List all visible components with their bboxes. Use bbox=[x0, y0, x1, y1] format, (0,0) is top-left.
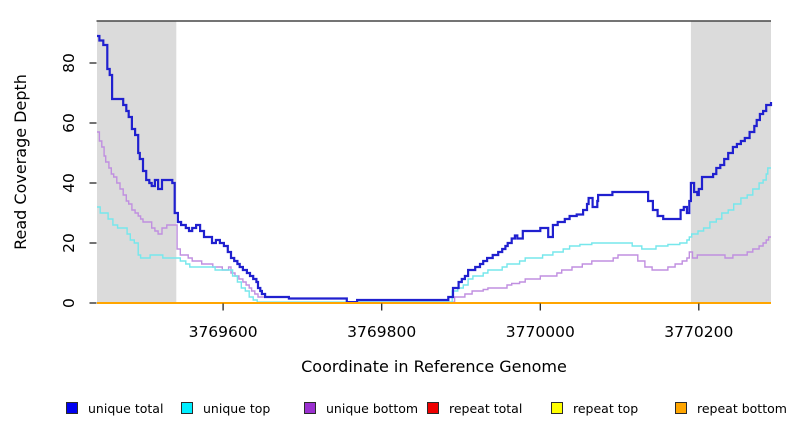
series-line-unique-top bbox=[97, 167, 771, 303]
series-line-unique-total bbox=[97, 34, 773, 304]
y-tick-label: 20 bbox=[60, 233, 78, 253]
legend-item-unique-top: unique top bbox=[181, 399, 270, 417]
x-tick-label: 3770000 bbox=[506, 323, 575, 341]
legend-item-repeat-bottom: repeat bottom bbox=[675, 399, 787, 417]
y-tick-label: 40 bbox=[60, 173, 78, 193]
shaded-regions bbox=[97, 21, 771, 303]
legend: unique total unique top unique bottom repea… bbox=[0, 399, 792, 421]
y-tick-label: 80 bbox=[60, 53, 78, 73]
legend-item-unique-bottom: unique bottom bbox=[304, 399, 418, 417]
x-tick-label: 3770200 bbox=[664, 323, 733, 341]
legend-swatch-repeat-top bbox=[551, 402, 563, 414]
legend-item-unique-total: unique total bbox=[66, 399, 163, 417]
x-tick-label: 3769800 bbox=[347, 323, 416, 341]
legend-swatch-repeat-total bbox=[427, 402, 439, 414]
x-axis-title: Coordinate in Reference Genome bbox=[301, 357, 567, 376]
legend-swatch-unique-bottom bbox=[304, 402, 316, 414]
y-tick-label: 0 bbox=[60, 298, 78, 308]
x-tick-label: 3769600 bbox=[189, 323, 258, 341]
legend-swatch-unique-top bbox=[181, 402, 193, 414]
legend-label-repeat-total: repeat total bbox=[449, 400, 523, 416]
shaded-region bbox=[690, 21, 771, 303]
legend-label-repeat-top: repeat top bbox=[573, 400, 639, 416]
legend-swatch-unique-total bbox=[66, 402, 78, 414]
legend-item-repeat-total: repeat total bbox=[427, 399, 522, 417]
series-line-unique-bottom bbox=[97, 131, 771, 303]
legend-label-repeat-bottom: repeat bottom bbox=[697, 400, 787, 416]
legend-swatch-repeat-bottom bbox=[675, 402, 687, 414]
y-axis-title: Read Coverage Depth bbox=[11, 74, 30, 250]
x-axis: 3769600 3769800 3770000 3770200 bbox=[189, 303, 733, 341]
legend-item-repeat-top: repeat top bbox=[551, 399, 638, 417]
legend-label-unique-top: unique top bbox=[203, 400, 271, 416]
series-lines bbox=[97, 34, 773, 304]
y-axis: 0 20 40 60 80 bbox=[60, 53, 97, 308]
legend-label-unique-total: unique total bbox=[88, 400, 164, 416]
y-tick-label: 60 bbox=[60, 113, 78, 133]
legend-label-unique-bottom: unique bottom bbox=[326, 400, 419, 416]
